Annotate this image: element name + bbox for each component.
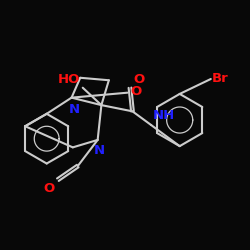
Text: Br: Br (212, 72, 229, 85)
Text: N: N (68, 103, 80, 116)
Text: HO: HO (58, 74, 80, 86)
Text: O: O (130, 85, 142, 98)
Text: O: O (133, 74, 144, 86)
Text: N: N (93, 144, 104, 158)
Text: NH: NH (152, 109, 174, 122)
Text: O: O (44, 182, 55, 195)
